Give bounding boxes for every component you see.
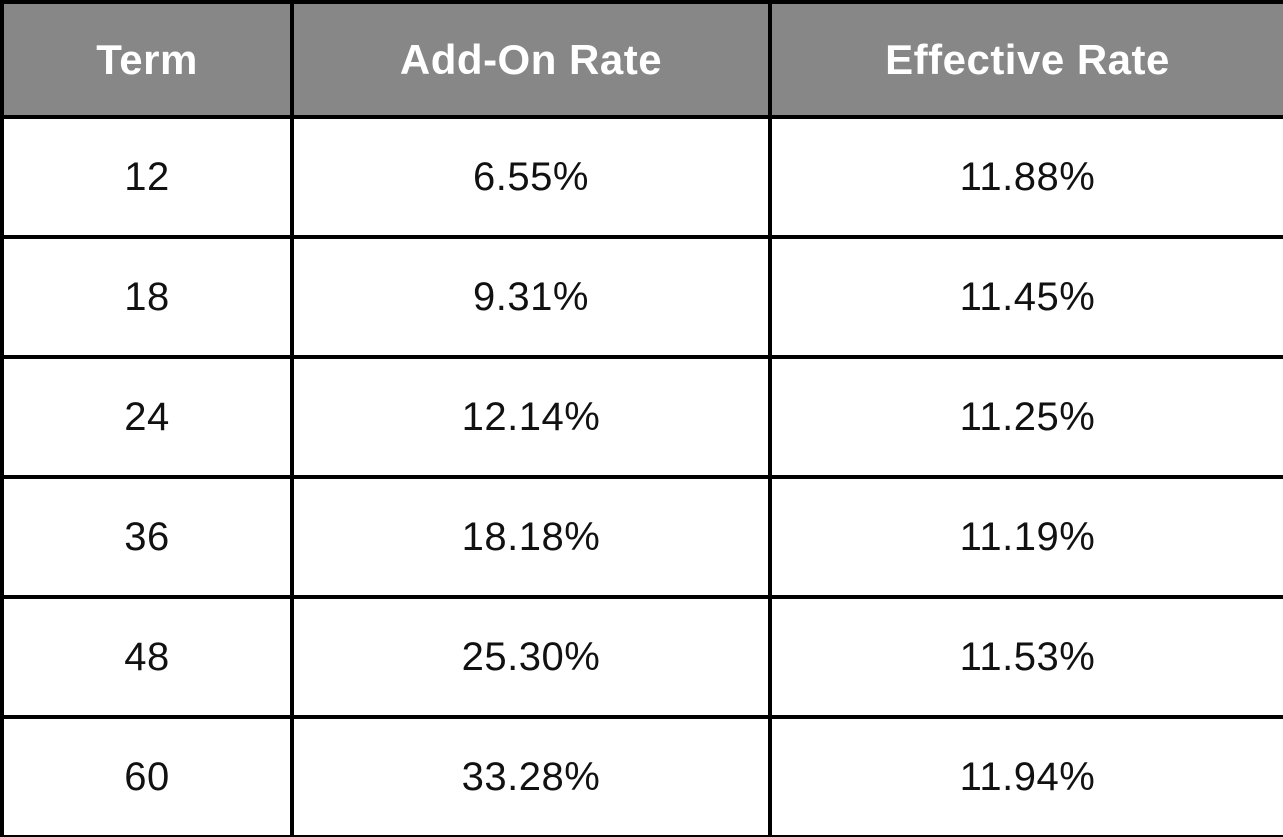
cell-addon_rate: 9.31% bbox=[290, 235, 772, 359]
cell-term: 18 bbox=[0, 235, 294, 359]
cell-term: 48 bbox=[0, 595, 294, 719]
column-header-addon_rate: Add-On Rate bbox=[290, 0, 772, 119]
cell-effective_rate: 11.19% bbox=[768, 475, 1283, 599]
cell-effective_rate: 11.53% bbox=[768, 595, 1283, 719]
table-header: Term Add-On Rate Effective Rate bbox=[0, 0, 1283, 119]
table-row: 24 12.14% 11.25% bbox=[0, 355, 1283, 479]
cell-effective_rate: 11.25% bbox=[768, 355, 1283, 479]
table-body: 12 6.55% 11.88% 18 9.31% 11.45% 24 12.14% 11.25%… bbox=[0, 115, 1283, 837]
column-header-effective_rate: Effective Rate bbox=[768, 0, 1283, 119]
cell-term: 36 bbox=[0, 475, 294, 599]
cell-addon_rate: 33.28% bbox=[290, 715, 772, 837]
cell-addon_rate: 12.14% bbox=[290, 355, 772, 479]
table-row: 36 18.18% 11.19% bbox=[0, 475, 1283, 599]
table-row: 60 33.28% 11.94% bbox=[0, 715, 1283, 837]
cell-addon_rate: 6.55% bbox=[290, 115, 772, 239]
cell-effective_rate: 11.45% bbox=[768, 235, 1283, 359]
cell-addon_rate: 25.30% bbox=[290, 595, 772, 719]
cell-addon_rate: 18.18% bbox=[290, 475, 772, 599]
cell-term: 24 bbox=[0, 355, 294, 479]
header-row: Term Add-On Rate Effective Rate bbox=[0, 0, 1283, 119]
table-row: 48 25.30% 11.53% bbox=[0, 595, 1283, 719]
table-row: 18 9.31% 11.45% bbox=[0, 235, 1283, 359]
table-row: 12 6.55% 11.88% bbox=[0, 115, 1283, 239]
cell-term: 60 bbox=[0, 715, 294, 837]
cell-term: 12 bbox=[0, 115, 294, 239]
column-header-term: Term bbox=[0, 0, 294, 119]
cell-effective_rate: 11.88% bbox=[768, 115, 1283, 239]
cell-effective_rate: 11.94% bbox=[768, 715, 1283, 837]
